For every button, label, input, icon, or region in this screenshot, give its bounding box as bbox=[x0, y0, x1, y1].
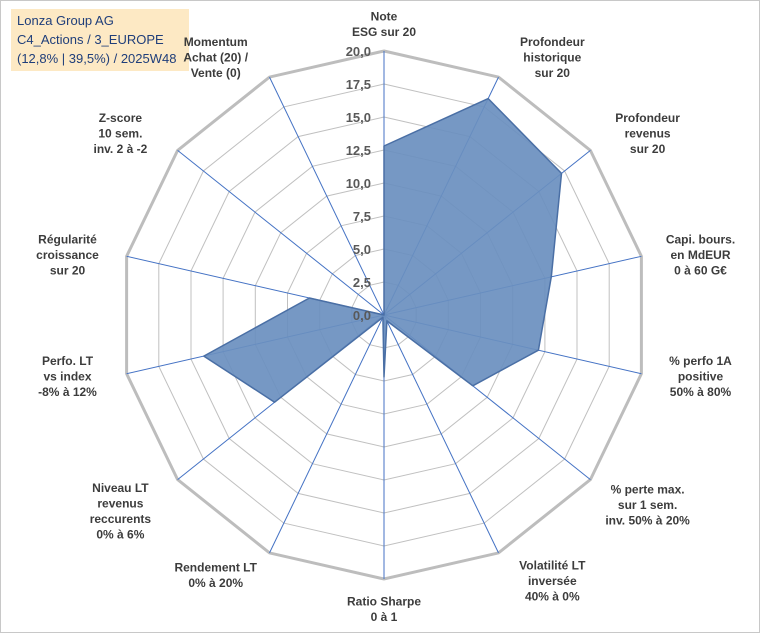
category-label: C4_Actions / 3_EUROPE bbox=[17, 32, 164, 47]
axis-label-line: revenus bbox=[625, 126, 671, 140]
tick-label: 17,5 bbox=[346, 77, 371, 92]
axis-label-line: Vente (0) bbox=[191, 66, 241, 80]
axis-label-line: 50% à 80% bbox=[670, 385, 732, 399]
axis-label-line: Perfo. LT bbox=[42, 354, 94, 368]
axis-label-2: Profondeur historique sur 20 bbox=[520, 35, 585, 80]
axis-label-8: Ratio Sharpe 0 à 1 bbox=[347, 595, 421, 625]
axis-label-line: Profondeur bbox=[615, 111, 680, 125]
axis-label-line: historique bbox=[523, 50, 581, 64]
axis-label-line: -8% à 12% bbox=[38, 385, 97, 399]
axis-label-line: Note bbox=[371, 10, 398, 24]
axis-label-1: Note ESG sur 20 bbox=[352, 10, 416, 40]
spoke-9 bbox=[269, 314, 385, 554]
axis-label-line: Régularité bbox=[38, 232, 97, 246]
axis-label-line: 10 sem. bbox=[98, 126, 142, 140]
axis-label-line: Capi. bours. bbox=[666, 232, 735, 246]
area-layer bbox=[203, 97, 563, 403]
axis-label-line: Rendement LT bbox=[174, 560, 257, 574]
axis-label-line: % perte max. bbox=[611, 483, 685, 497]
axis-label-line: Z-score bbox=[99, 111, 143, 125]
tick-label: 5,0 bbox=[353, 242, 371, 257]
axis-label-line: Achat (20) / bbox=[183, 50, 248, 64]
axis-label-line: 0% à 20% bbox=[188, 576, 243, 590]
tick-label: 15,0 bbox=[346, 110, 371, 125]
axis-label-line: en MdEUR bbox=[671, 248, 731, 262]
axis-label-line: inv. 2 à -2 bbox=[93, 142, 147, 156]
axis-label-line: Momentum bbox=[184, 35, 248, 49]
axis-label-4: Capi. bours. en MdEUR 0 à 60 G€ bbox=[666, 232, 735, 277]
axis-label-line: positive bbox=[678, 370, 724, 384]
axis-label-7: Volatilité LT inversée 40% à 0% bbox=[519, 559, 586, 604]
spoke-7 bbox=[383, 314, 499, 554]
tick-label: 7,5 bbox=[353, 209, 371, 224]
axis-label-line: vs index bbox=[43, 370, 91, 384]
axis-label-line: croissance bbox=[36, 248, 99, 262]
axis-label-line: Ratio Sharpe bbox=[347, 595, 421, 609]
tick-label: 12,5 bbox=[346, 143, 371, 158]
spoke-14 bbox=[269, 76, 385, 316]
title-box: Lonza Group AG C4_Actions / 3_EUROPE (12… bbox=[11, 9, 189, 71]
axis-label-11: Perfo. LT vs index -8% à 12% bbox=[38, 354, 97, 399]
axis-label-6: % perte max. sur 1 sem. inv. 50% à 20% bbox=[605, 483, 690, 528]
axis-label-10: Niveau LT revenus reccurents 0% à 6% bbox=[90, 481, 152, 541]
axis-label-line: Volatilité LT bbox=[519, 559, 586, 573]
axis-label-line: ESG sur 20 bbox=[352, 25, 416, 39]
axis-label-line: inv. 50% à 20% bbox=[605, 514, 690, 528]
axis-label-13: Z-score 10 sem. inv. 2 à -2 bbox=[93, 111, 147, 156]
axis-label-line: % perfo 1A bbox=[669, 354, 732, 368]
axis-label-line: sur 1 sem. bbox=[618, 498, 677, 512]
tick-label: 10,0 bbox=[346, 176, 371, 191]
axis-label-line: Niveau LT bbox=[92, 481, 149, 495]
stats-label: (12,8% | 39,5%) / 2025W48 bbox=[17, 51, 177, 66]
axis-label-9: Rendement LT 0% à 20% bbox=[174, 560, 257, 590]
axis-label-12: Régularité croissance sur 20 bbox=[36, 232, 99, 277]
axis-label-line: 0 à 60 G€ bbox=[674, 263, 727, 277]
axis-label-5: % perfo 1A positive 50% à 80% bbox=[669, 354, 732, 399]
axis-label-line: reccurents bbox=[90, 512, 152, 526]
axis-label-line: inversée bbox=[528, 574, 577, 588]
axis-label-line: revenus bbox=[97, 497, 143, 511]
company-name: Lonza Group AG bbox=[17, 13, 114, 28]
axis-label-line: sur 20 bbox=[630, 142, 666, 156]
axis-label-3: Profondeur revenus sur 20 bbox=[615, 111, 680, 156]
axis-label-line: 0% à 6% bbox=[96, 528, 144, 542]
axis-label-line: sur 20 bbox=[50, 263, 86, 277]
tick-label: 2,5 bbox=[353, 275, 371, 290]
axis-label-line: 0 à 1 bbox=[371, 610, 398, 624]
axis-label-14: Momentum Achat (20) / Vente (0) bbox=[183, 35, 248, 80]
tick-label: 20,0 bbox=[346, 44, 371, 59]
axis-label-line: 40% à 0% bbox=[525, 590, 580, 604]
tick-label: 0,0 bbox=[353, 308, 371, 323]
axis-label-line: Profondeur bbox=[520, 35, 585, 49]
axis-label-line: sur 20 bbox=[535, 66, 571, 80]
spoke-13 bbox=[177, 150, 385, 316]
data-area-1 bbox=[203, 97, 563, 403]
tick-label-layer: 0,0 2,5 5,0 7,5 10,0 12,5 15,0 17,5 20,0 bbox=[346, 44, 371, 323]
